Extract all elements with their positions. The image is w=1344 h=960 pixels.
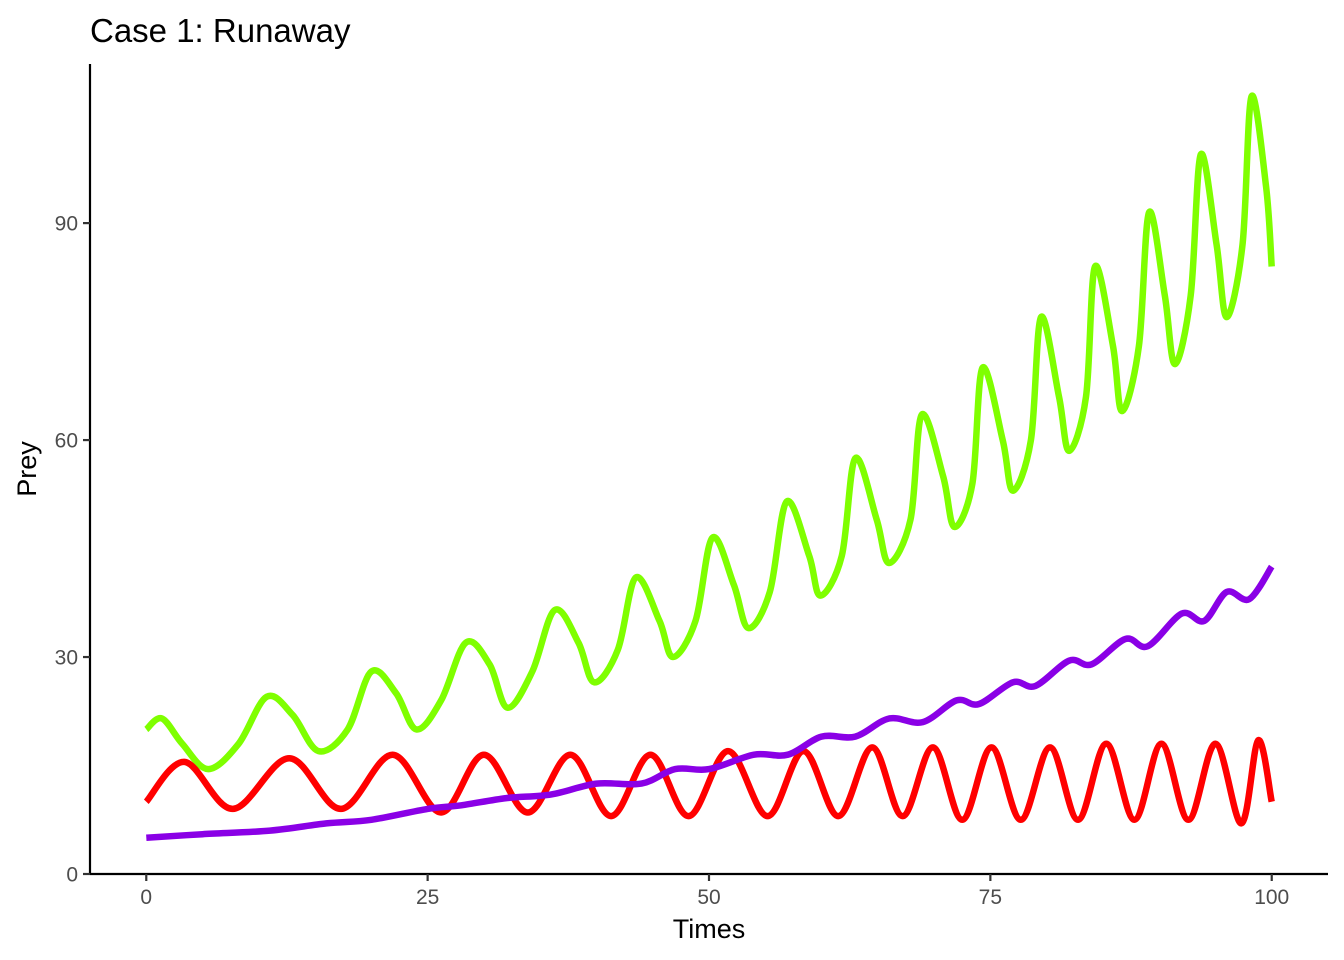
- axis-ticks: 0 25 50 75 100 0 30 60 90: [55, 213, 1290, 909]
- y-tick-label: 30: [55, 647, 78, 670]
- y-tick-label: 0: [66, 864, 78, 887]
- x-tick-label: 25: [416, 886, 439, 909]
- series-line-3: [146, 564, 1275, 842]
- x-tick-label: 50: [697, 886, 720, 909]
- y-tick-label: 90: [55, 213, 78, 236]
- series-line-1: [144, 92, 1275, 773]
- plot-area: [143, 92, 1275, 842]
- x-axis-label: Times: [673, 914, 746, 944]
- x-tick-label: 75: [979, 886, 1002, 909]
- x-tick-label: 100: [1254, 886, 1289, 909]
- y-tick-label: 60: [55, 430, 78, 453]
- y-axis-label: Prey: [12, 441, 42, 497]
- chart-title: Case 1: Runaway: [90, 12, 351, 49]
- x-tick-label: 0: [140, 886, 152, 909]
- axes: [88, 64, 1328, 876]
- series-line-2: [143, 736, 1275, 827]
